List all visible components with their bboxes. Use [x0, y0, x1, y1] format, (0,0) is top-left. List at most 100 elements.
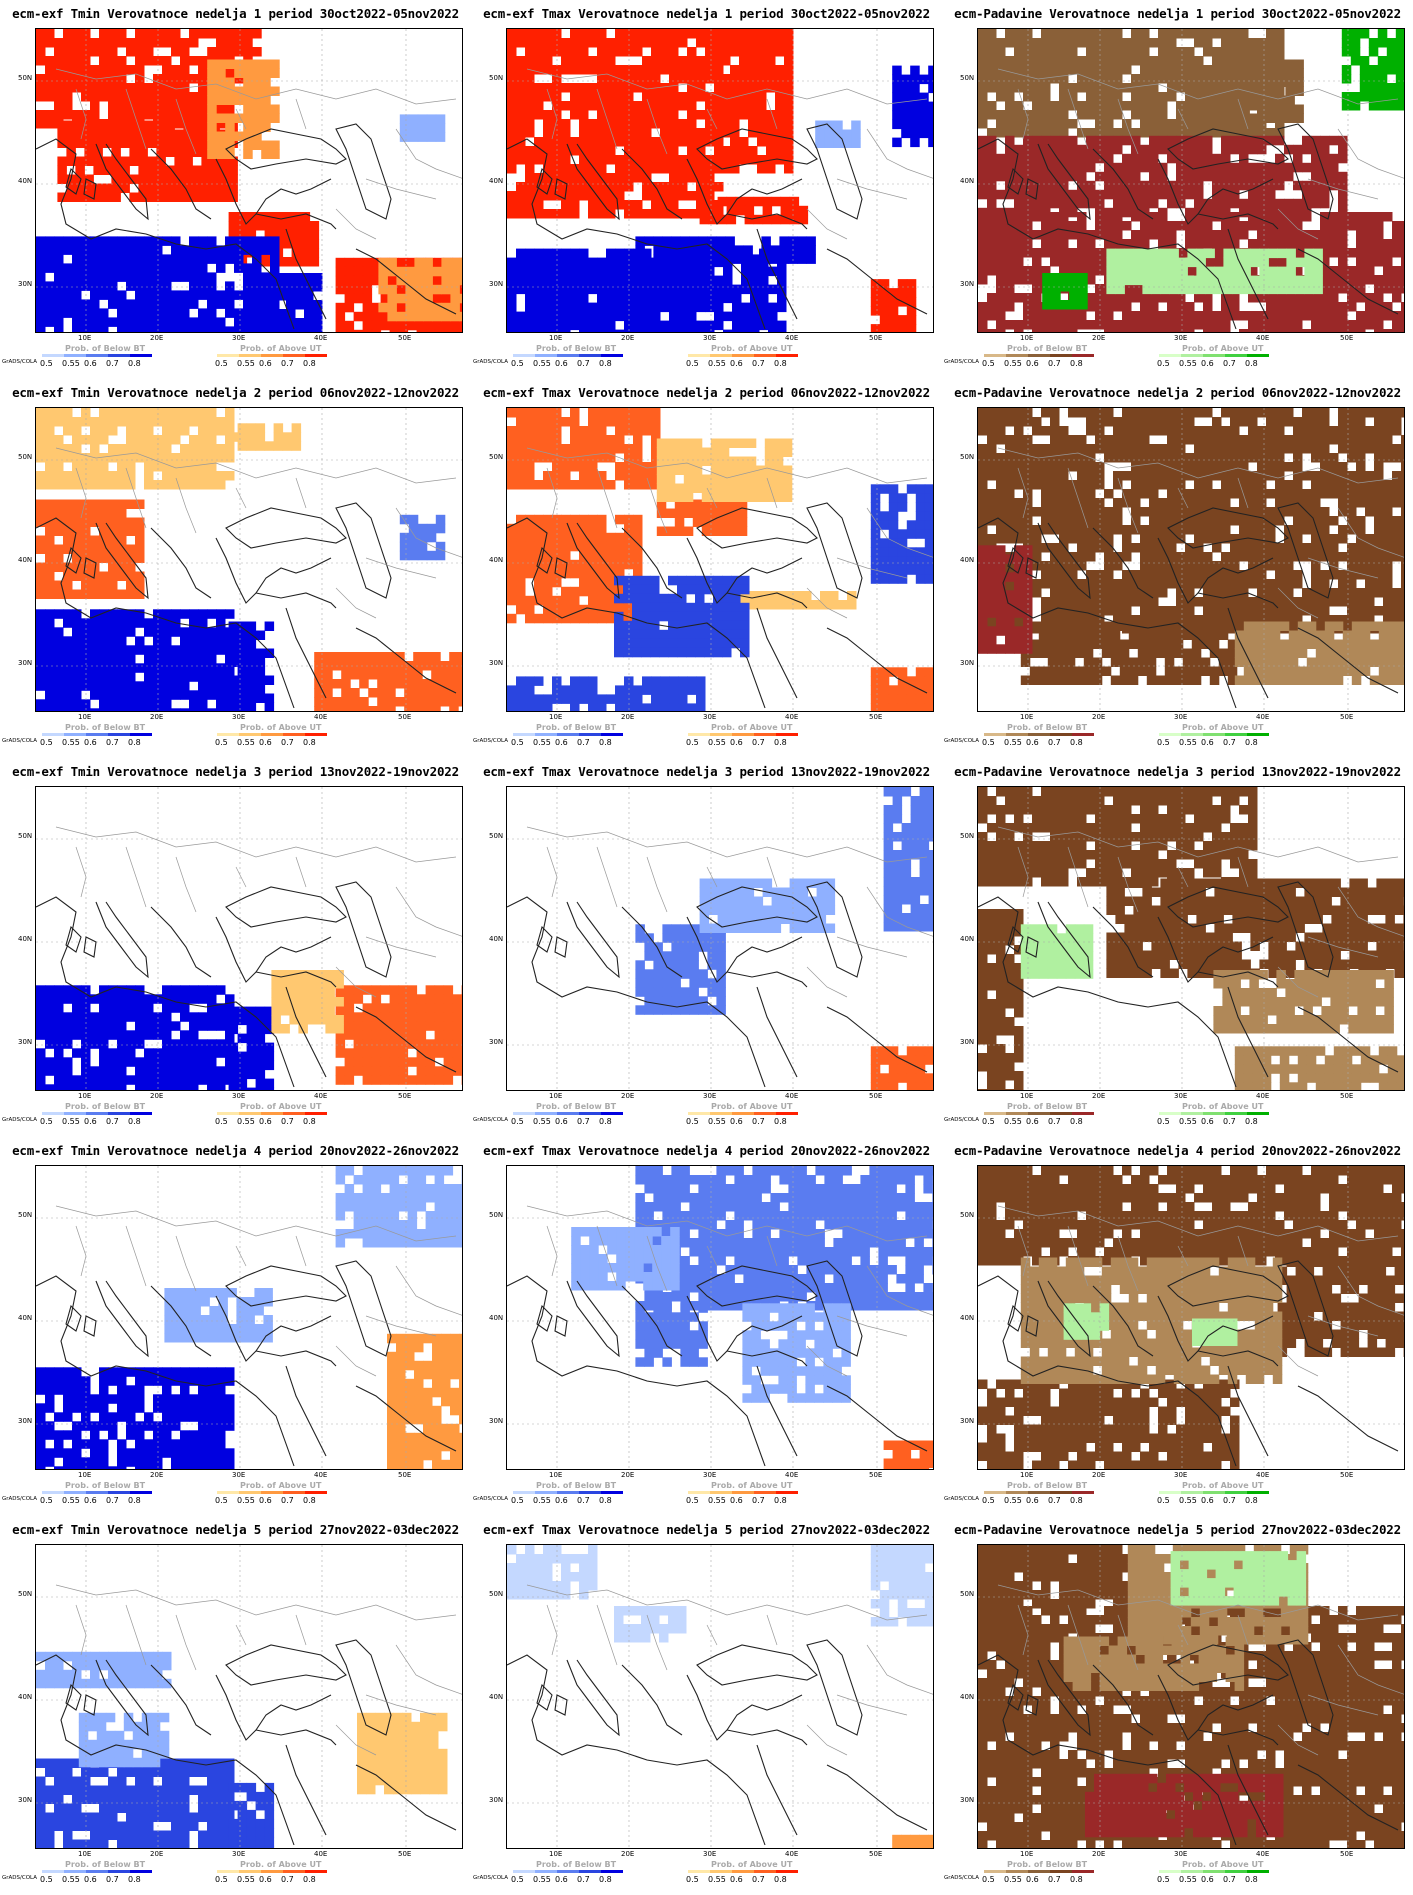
probability-cell [1068, 266, 1078, 276]
legend-swatch [64, 733, 86, 736]
probability-cell [36, 453, 46, 463]
probability-cell [135, 56, 145, 66]
probability-cell [252, 326, 262, 332]
probability-cell [458, 652, 462, 662]
probability-cell [516, 462, 526, 472]
probability-cell [651, 293, 661, 304]
probability-cell [72, 317, 82, 327]
probability-cell [1194, 101, 1204, 111]
probability-cell [1401, 257, 1404, 267]
probability-cell [362, 266, 373, 277]
probability-cell [153, 272, 163, 282]
probability-cell [449, 661, 459, 671]
probability-cell [261, 149, 271, 159]
probability-cell [108, 690, 118, 700]
probability-cell [552, 173, 562, 183]
probability-cell [507, 559, 517, 570]
probability-cell [434, 320, 445, 331]
probability-cell [552, 119, 562, 129]
probability-cell [255, 675, 266, 685]
probability-cell [216, 38, 226, 48]
probability-cell [669, 200, 679, 210]
legend-tick: 0.5 [686, 359, 699, 368]
probability-cell [996, 119, 1006, 129]
probability-cell [1266, 221, 1276, 231]
probability-cell [714, 65, 724, 75]
probability-cell [543, 471, 553, 481]
probability-cell [335, 257, 346, 268]
probability-cell [117, 636, 127, 646]
probability-cell [737, 526, 748, 536]
probability-cell [534, 65, 544, 75]
probability-cell [762, 214, 773, 225]
probability-cell [207, 636, 217, 646]
probability-cell [1203, 110, 1213, 120]
panel-title: ecm-exf Tmin Verovatnoce nedelja 2 perio… [12, 385, 459, 400]
probability-cell [1338, 320, 1348, 330]
probability-cell [597, 329, 607, 332]
probability-cell [588, 417, 598, 427]
probability-cell [1113, 180, 1123, 191]
probability-cell [1086, 65, 1096, 75]
probability-cell [669, 47, 679, 57]
probability-cell [189, 471, 199, 481]
probability-cell [570, 514, 580, 525]
probability-cell [775, 74, 785, 84]
probability-cell [108, 299, 118, 309]
probability-cell [1122, 207, 1132, 218]
probability-cell [108, 290, 118, 300]
country-border [1067, 88, 1089, 150]
probability-cell [552, 408, 562, 418]
probability-cell [1023, 128, 1033, 138]
probability-cell [1230, 135, 1240, 146]
probability-cell [516, 275, 526, 286]
probability-cell [1176, 56, 1186, 66]
probability-cell [606, 137, 616, 147]
legend-tick: 0.55 [62, 738, 80, 747]
probability-cell [606, 38, 616, 48]
probability-cell [268, 309, 278, 319]
probability-cell [570, 586, 580, 597]
probability-cell [588, 29, 598, 39]
probability-cell [99, 29, 109, 39]
probability-cell [1113, 162, 1123, 173]
probability-cell [579, 110, 589, 120]
probability-cell [36, 236, 46, 246]
probability-cell [1275, 198, 1285, 209]
probability-cell [1050, 212, 1060, 222]
probability-cell [450, 293, 460, 304]
probability-cell [719, 517, 730, 527]
probability-cell [192, 129, 202, 139]
probability-cell [678, 155, 688, 165]
probability-cell [1041, 266, 1051, 276]
probability-cell [588, 462, 598, 472]
probability-cell [516, 426, 526, 436]
probability-cell [570, 523, 580, 534]
country-border [175, 98, 197, 155]
probability-cell [1059, 248, 1069, 258]
probability-cell [63, 110, 73, 120]
probability-cell [1078, 291, 1088, 301]
probability-cell [1221, 83, 1231, 93]
probability-cell [525, 329, 535, 332]
probability-cell [75, 183, 85, 193]
probability-cell [1005, 266, 1015, 276]
probability-cell [660, 164, 670, 174]
probability-cell [669, 110, 679, 120]
probability-cell [111, 165, 121, 175]
probability-cell [1276, 77, 1286, 87]
probability-cell [978, 162, 988, 173]
probability-cell [996, 162, 1006, 173]
probability-cell [633, 173, 643, 183]
probability-cell [36, 699, 46, 709]
probability-cell [662, 236, 672, 246]
probability-cell [1230, 198, 1240, 209]
probability-cell [36, 663, 46, 673]
probability-cell [651, 408, 661, 418]
probability-cell [1212, 189, 1222, 200]
probability-cell [552, 47, 562, 57]
probability-cell [1131, 230, 1141, 240]
probability-cell [371, 257, 382, 268]
probability-cell [615, 83, 625, 93]
probability-cell [570, 257, 580, 268]
